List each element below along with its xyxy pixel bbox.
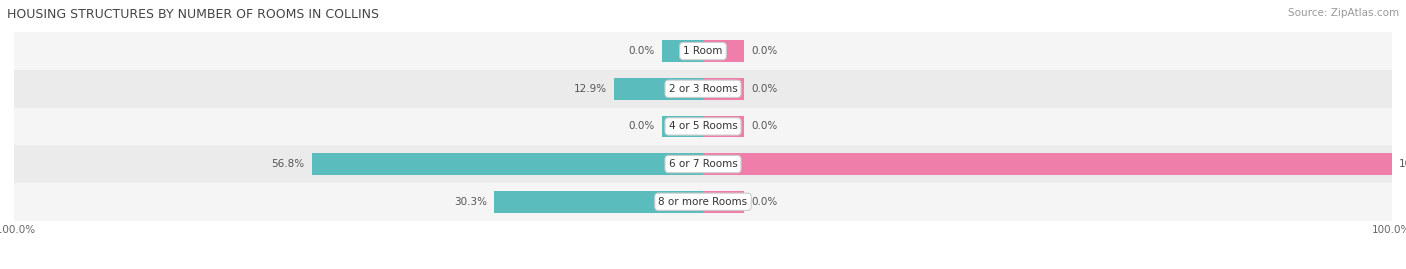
Text: 100.0%: 100.0% [1399, 159, 1406, 169]
Text: 0.0%: 0.0% [751, 197, 778, 207]
Bar [14, 108, 1392, 145]
Bar [614, 78, 703, 100]
Bar [703, 153, 1392, 175]
Bar [14, 32, 1392, 70]
Text: 6 or 7 Rooms: 6 or 7 Rooms [669, 159, 737, 169]
Text: 0.0%: 0.0% [751, 121, 778, 132]
Bar [703, 40, 744, 62]
Text: 8 or more Rooms: 8 or more Rooms [658, 197, 748, 207]
Text: 56.8%: 56.8% [271, 159, 305, 169]
Bar [312, 153, 703, 175]
Bar [662, 40, 703, 62]
Text: 0.0%: 0.0% [628, 121, 655, 132]
Text: 30.3%: 30.3% [454, 197, 488, 207]
Text: 12.9%: 12.9% [574, 84, 607, 94]
Text: 0.0%: 0.0% [628, 46, 655, 56]
Bar [495, 191, 703, 213]
Text: 2 or 3 Rooms: 2 or 3 Rooms [669, 84, 737, 94]
Bar [703, 115, 744, 137]
Text: 1 Room: 1 Room [683, 46, 723, 56]
Bar [14, 70, 1392, 108]
Bar [662, 115, 703, 137]
Text: 0.0%: 0.0% [751, 84, 778, 94]
Bar [703, 78, 744, 100]
Text: Source: ZipAtlas.com: Source: ZipAtlas.com [1288, 8, 1399, 18]
Text: HOUSING STRUCTURES BY NUMBER OF ROOMS IN COLLINS: HOUSING STRUCTURES BY NUMBER OF ROOMS IN… [7, 8, 380, 21]
Text: 4 or 5 Rooms: 4 or 5 Rooms [669, 121, 737, 132]
Bar [14, 145, 1392, 183]
Text: 0.0%: 0.0% [751, 46, 778, 56]
Bar [14, 183, 1392, 221]
Bar [703, 191, 744, 213]
